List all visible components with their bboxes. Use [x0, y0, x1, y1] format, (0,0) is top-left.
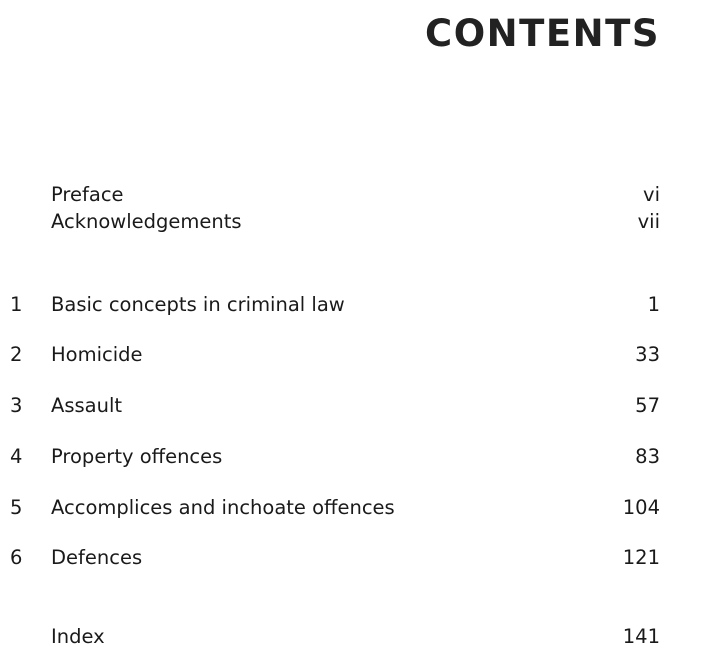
chapter-page: 57 — [635, 394, 660, 417]
chapter-page: 33 — [635, 343, 660, 366]
chapter-number: 4 — [10, 445, 23, 468]
toc-chapter[interactable]: 3 Assault 57 — [0, 393, 660, 419]
chapter-label: Defences — [51, 546, 143, 569]
entry-label: Acknowledgements — [51, 210, 242, 233]
chapter-label: Basic concepts in criminal law — [51, 293, 345, 316]
toc-entry-acknowledgements[interactable]: Acknowledgements vii — [0, 209, 660, 235]
toc-chapter[interactable]: 6 Defences 121 — [0, 545, 660, 571]
chapter-page: 121 — [622, 546, 660, 569]
chapter-page: 1 — [647, 293, 660, 316]
toc-chapter[interactable]: 1 Basic concepts in criminal law 1 — [0, 292, 660, 318]
entry-page: vi — [643, 183, 660, 206]
entry-label: Index — [51, 625, 105, 648]
chapter-number: 3 — [10, 394, 23, 417]
toc-chapter[interactable]: 5 Accomplices and inchoate offences 104 — [0, 495, 660, 521]
page-title: CONTENTS — [425, 12, 660, 55]
chapter-number: 5 — [10, 496, 23, 519]
chapter-number: 6 — [10, 546, 23, 569]
chapter-label: Property offences — [51, 445, 223, 468]
entry-page: vii — [637, 210, 660, 233]
chapter-number: 1 — [10, 293, 23, 316]
chapter-page: 104 — [622, 496, 660, 519]
chapter-number: 2 — [10, 343, 23, 366]
toc-entry-index[interactable]: Index 141 — [0, 624, 660, 650]
toc-chapter[interactable]: 2 Homicide 33 — [0, 342, 660, 368]
chapter-label: Accomplices and inchoate offences — [51, 496, 395, 519]
entry-page: 141 — [622, 625, 660, 648]
toc-entry-preface[interactable]: Preface vi — [0, 182, 660, 208]
toc-chapter[interactable]: 4 Property offences 83 — [0, 444, 660, 470]
entry-label: Preface — [51, 183, 124, 206]
chapter-page: 83 — [635, 445, 660, 468]
chapter-label: Assault — [51, 394, 123, 417]
chapter-label: Homicide — [51, 343, 143, 366]
